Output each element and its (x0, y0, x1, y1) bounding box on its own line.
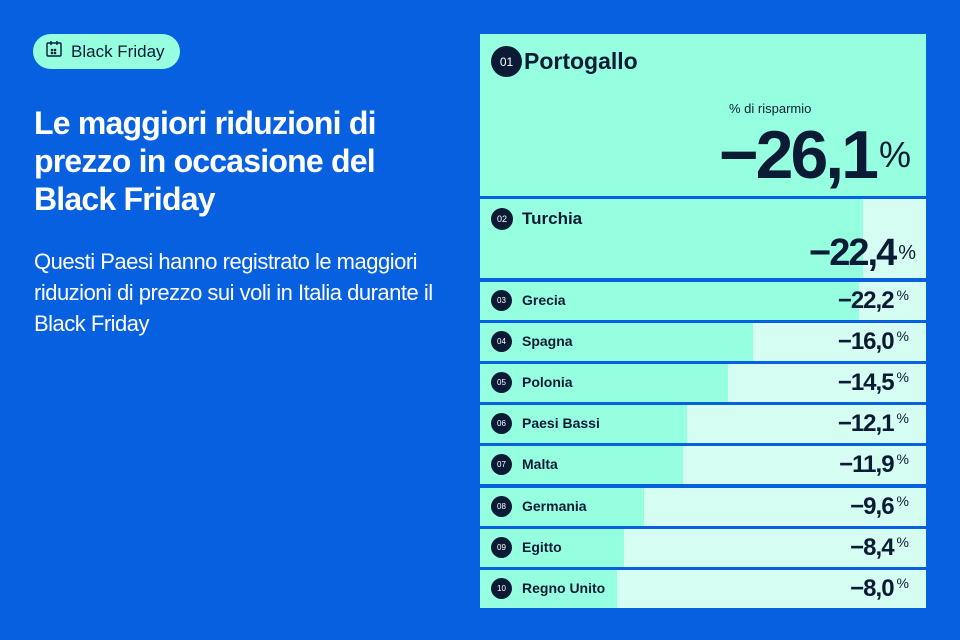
rank-badge: 02 (491, 208, 513, 230)
badge-label: Black Friday (71, 41, 165, 61)
country-label: Egitto (522, 538, 562, 555)
value-label: −9,6% (850, 492, 909, 521)
page-subtitle: Questi Paesi hanno registrato le maggior… (34, 249, 433, 336)
category-badge: Black Friday (33, 34, 180, 69)
rank-badge: 05 (491, 372, 512, 394)
country-label: Portogallo (524, 48, 638, 74)
bar (480, 199, 863, 278)
bar-row: 05 Polonia −14,5% (480, 364, 926, 403)
bar-row: 10 Regno Unito −8,0% (480, 569, 926, 608)
value-text: −22,2 (837, 287, 895, 314)
calendar-icon (45, 40, 63, 63)
bar-row: 02 Turchia −22,4% (480, 199, 926, 278)
bar (480, 405, 687, 444)
value-text: −16,0 (837, 328, 895, 356)
country-label: Regno Unito (522, 579, 606, 596)
value-text: −12,1 (837, 410, 895, 438)
unit-label: % (896, 287, 909, 303)
country-label: Polonia (522, 374, 573, 391)
unit-label: % (896, 410, 909, 427)
value-label: −22,4% (809, 232, 916, 274)
bar (480, 364, 728, 403)
rank-badge: 03 (491, 290, 512, 311)
unit-label: % (896, 574, 909, 591)
bar (480, 323, 754, 362)
country-label: Grecia (522, 292, 566, 308)
value-label: −26,1% (718, 117, 911, 193)
rank-badge: 09 (491, 536, 512, 558)
country-label: Germania (522, 497, 587, 514)
rank-badge: 08 (491, 495, 512, 517)
unit-label: % (898, 242, 916, 264)
unit-label: % (896, 451, 909, 468)
value-label: −14,5% (837, 369, 909, 397)
bar-row: 08 Germania −9,6% (480, 487, 926, 526)
bar-row: 07 Malta −11,9% (480, 446, 926, 485)
country-label: Paesi Bassi (522, 415, 600, 432)
rank-badge: 01 (491, 46, 522, 77)
unit-label: % (896, 369, 909, 386)
value-label: −22,2% (837, 287, 909, 315)
value-label: −8,4% (850, 533, 909, 562)
bar (480, 446, 684, 485)
country-label: Malta (522, 456, 558, 473)
rank-badge: 06 (491, 413, 512, 435)
value-text: −26,1 (718, 117, 879, 193)
bar-row: 03 Grecia −22,2% (480, 282, 926, 320)
bar-row: 09 Egitto −8,4% (480, 528, 926, 567)
unit-label: % (896, 328, 909, 345)
bar (480, 282, 860, 320)
country-label: Turchia (522, 209, 583, 228)
value-label: −16,0% (837, 328, 909, 356)
value-text: −9,6 (850, 492, 894, 520)
unit-label: % (896, 492, 909, 509)
bar-row: 06 Paesi Bassi −12,1% (480, 405, 926, 444)
unit-label: % (878, 134, 911, 175)
page-title: Le maggiori riduzioni di prezzo in occas… (34, 105, 377, 217)
value-axis-label: % di risparmio (729, 101, 812, 116)
unit-label: % (896, 533, 909, 550)
value-text: −8,0 (850, 574, 894, 602)
value-text: −14,5 (837, 369, 895, 397)
bar (480, 34, 926, 196)
bar-row: % di risparmio 01 Portogallo −26,1% (480, 34, 926, 196)
value-label: −12,1% (837, 410, 909, 438)
value-text: −22,4 (809, 232, 897, 274)
value-text: −8,4 (850, 533, 894, 561)
rank-badge: 04 (491, 331, 512, 353)
value-label: −8,0% (850, 574, 909, 603)
value-label: −11,9% (839, 451, 909, 479)
country-label: Spagna (522, 333, 573, 350)
ranking-chart: % di risparmio 01 Portogallo −26,1% 02 Turchi… (480, 34, 926, 608)
rank-badge: 10 (491, 577, 512, 599)
bar-row: 04 Spagna −16,0% (480, 323, 926, 362)
rank-badge: 07 (491, 454, 512, 476)
value-text: −11,9 (839, 451, 894, 479)
